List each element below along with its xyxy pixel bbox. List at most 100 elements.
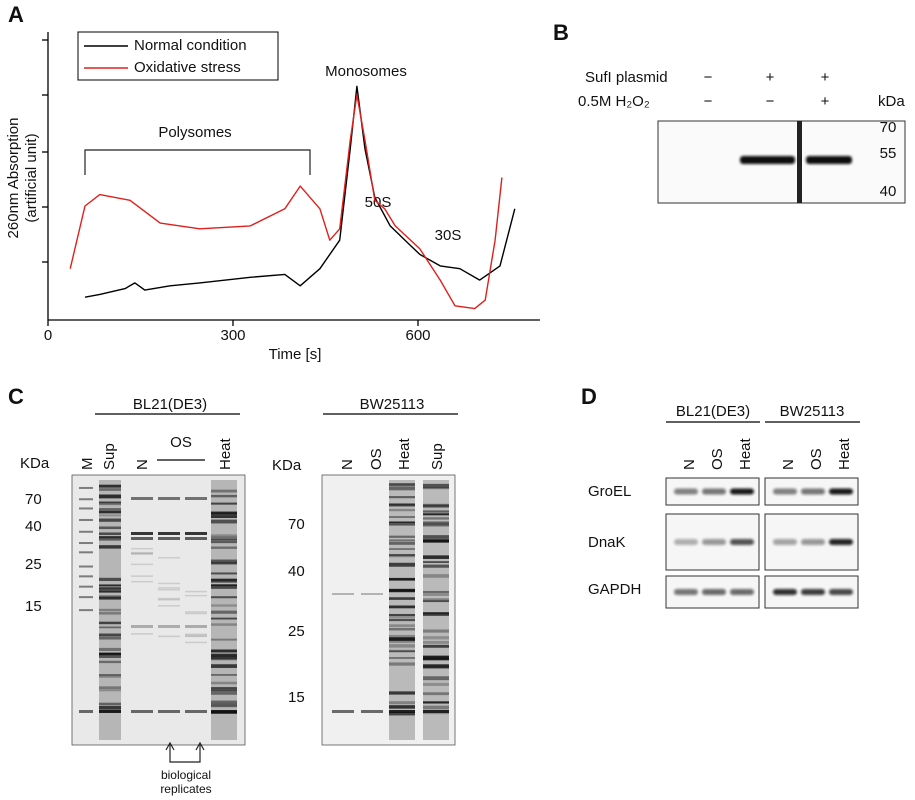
marker-label: 55 bbox=[880, 145, 897, 162]
band bbox=[158, 582, 180, 585]
band bbox=[131, 547, 153, 550]
band bbox=[99, 584, 121, 587]
band bbox=[211, 703, 237, 707]
marker-label: 70 bbox=[288, 516, 305, 533]
band bbox=[99, 590, 121, 593]
band bbox=[79, 585, 93, 588]
band bbox=[423, 503, 449, 507]
gel bbox=[71, 474, 246, 746]
band bbox=[158, 605, 180, 607]
band bbox=[131, 633, 153, 635]
band bbox=[389, 503, 415, 506]
band bbox=[185, 497, 207, 500]
group-label: OS bbox=[170, 434, 192, 451]
band bbox=[389, 535, 415, 538]
band bbox=[389, 483, 415, 486]
band bbox=[423, 517, 449, 520]
band bbox=[211, 638, 237, 641]
marker-label: 40 bbox=[880, 183, 897, 200]
band bbox=[99, 508, 121, 511]
gel bbox=[321, 474, 456, 746]
band bbox=[389, 628, 415, 631]
band bbox=[99, 537, 121, 541]
band bbox=[389, 701, 415, 705]
band bbox=[185, 594, 207, 597]
lane-label: Heat bbox=[836, 437, 853, 470]
row-label: DnaK bbox=[588, 534, 626, 551]
band bbox=[211, 562, 237, 565]
band bbox=[99, 494, 121, 499]
x-tick-label: 0 bbox=[44, 327, 52, 344]
band bbox=[99, 686, 121, 690]
band bbox=[389, 516, 415, 518]
band bbox=[158, 635, 180, 638]
band bbox=[423, 644, 449, 648]
band bbox=[79, 498, 93, 501]
band bbox=[361, 710, 383, 713]
strain-label: BW25113 bbox=[780, 403, 845, 420]
band bbox=[389, 554, 415, 557]
series-line bbox=[84, 85, 516, 298]
band bbox=[423, 510, 449, 513]
band bbox=[423, 538, 449, 541]
marker-label: 15 bbox=[288, 689, 305, 706]
band bbox=[185, 537, 207, 540]
band bbox=[131, 710, 153, 713]
band bbox=[423, 564, 449, 568]
band bbox=[79, 486, 93, 489]
band bbox=[389, 637, 415, 640]
gel-background bbox=[321, 474, 456, 746]
lane-label: OS bbox=[368, 448, 385, 470]
lane-label: Sup bbox=[101, 443, 118, 470]
band bbox=[211, 560, 237, 564]
band bbox=[158, 497, 180, 500]
band bbox=[423, 504, 449, 508]
band bbox=[423, 540, 449, 543]
band bbox=[211, 572, 237, 575]
band bbox=[99, 674, 121, 678]
band bbox=[211, 585, 237, 589]
band bbox=[79, 542, 93, 545]
y-axis-label: 260nm Absorption bbox=[5, 118, 22, 239]
lane-sign: − bbox=[766, 93, 775, 110]
band bbox=[211, 700, 237, 705]
legend-box bbox=[77, 31, 279, 81]
band bbox=[423, 664, 449, 668]
band bbox=[185, 625, 207, 628]
band bbox=[131, 580, 153, 583]
band bbox=[674, 539, 698, 545]
band bbox=[389, 554, 415, 558]
band bbox=[131, 551, 153, 554]
band bbox=[361, 593, 383, 595]
band bbox=[423, 590, 449, 594]
band bbox=[211, 596, 237, 599]
band bbox=[389, 644, 415, 648]
band bbox=[211, 494, 237, 498]
band bbox=[740, 156, 795, 164]
lane-sign: − bbox=[704, 93, 713, 110]
x-axis-label: Time [s] bbox=[269, 346, 322, 363]
band bbox=[185, 634, 207, 637]
band bbox=[389, 597, 415, 600]
band bbox=[99, 501, 121, 504]
panel-label: B bbox=[553, 20, 569, 45]
band bbox=[158, 557, 180, 559]
band bbox=[99, 626, 121, 629]
band bbox=[211, 653, 237, 657]
note: replicates bbox=[160, 782, 211, 796]
band bbox=[211, 649, 237, 653]
band bbox=[211, 540, 237, 544]
band bbox=[389, 578, 415, 581]
band bbox=[423, 555, 449, 559]
lane-sign: + bbox=[766, 69, 775, 86]
band bbox=[211, 610, 237, 614]
band bbox=[99, 621, 121, 625]
band bbox=[389, 589, 415, 593]
band bbox=[185, 710, 207, 713]
band bbox=[79, 575, 93, 578]
band bbox=[423, 701, 449, 704]
marker-label: 15 bbox=[25, 598, 42, 615]
bracket bbox=[84, 149, 311, 175]
band bbox=[158, 537, 180, 540]
band bbox=[211, 623, 237, 626]
